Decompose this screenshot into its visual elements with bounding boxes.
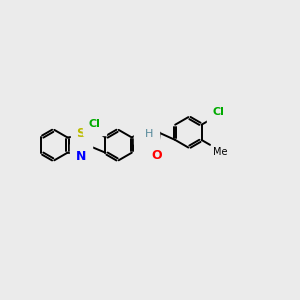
Text: N: N (140, 125, 150, 138)
Text: O: O (152, 149, 162, 162)
Text: S: S (76, 127, 85, 140)
Text: Me: Me (213, 147, 227, 157)
Text: N: N (76, 150, 86, 163)
Text: Cl: Cl (88, 119, 101, 129)
Text: H: H (145, 129, 154, 139)
Text: Cl: Cl (213, 107, 225, 117)
